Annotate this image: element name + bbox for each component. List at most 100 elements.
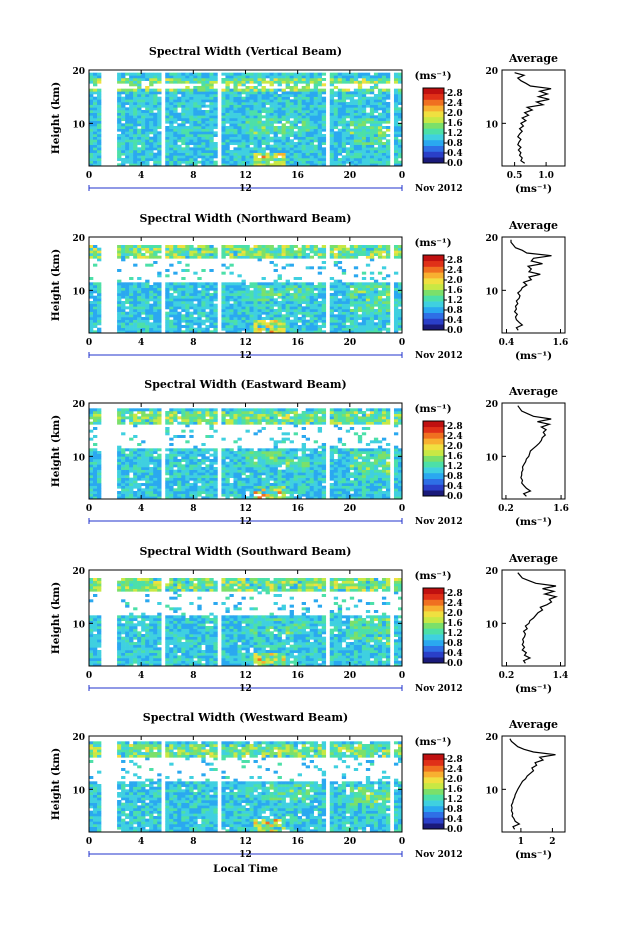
heatmap-cell xyxy=(93,413,98,417)
heatmap-cell xyxy=(189,94,194,97)
heatmap-cell xyxy=(353,147,359,151)
heatmap-cell xyxy=(93,91,98,95)
heatmap-cell xyxy=(225,293,230,296)
heatmap-cell xyxy=(269,120,274,124)
heatmap-cell xyxy=(253,150,258,153)
heatmap-cell xyxy=(153,461,158,465)
heatmap-cell xyxy=(305,134,310,137)
heatmap-cell xyxy=(321,110,327,113)
heatmap-cell xyxy=(317,160,323,164)
heatmap-cell xyxy=(361,80,367,84)
heatmap-cell xyxy=(185,453,190,457)
heatmap-cell xyxy=(121,303,126,307)
heatmap-cell xyxy=(153,290,158,294)
heatmap-cell xyxy=(281,160,286,164)
heatmap-cell xyxy=(249,99,254,103)
heatmap-cell xyxy=(317,118,323,121)
heatmap-cell xyxy=(93,255,98,259)
heatmap-cell xyxy=(141,330,146,334)
heatmap-cell xyxy=(333,104,339,108)
heatmap-cell xyxy=(189,134,194,137)
heatmap-cell xyxy=(253,432,258,436)
heatmap-cell xyxy=(137,80,142,84)
heatmap-cell xyxy=(153,72,158,76)
heatmap-cell xyxy=(221,255,226,259)
heatmap-cell xyxy=(153,126,158,129)
heatmap-cell xyxy=(317,107,323,111)
heatmap-cell xyxy=(237,319,242,323)
heatmap-cell xyxy=(221,147,226,151)
heatmap-cell xyxy=(93,325,98,328)
heatmap-cell xyxy=(181,496,186,500)
heatmap-cell xyxy=(189,131,194,135)
heatmap-cell xyxy=(197,303,202,307)
heatmap-cell xyxy=(233,163,238,167)
heatmap-cell xyxy=(97,250,102,254)
heatmap-cell xyxy=(245,158,250,161)
heatmap-cell xyxy=(141,150,146,153)
heatmap-cell xyxy=(165,317,170,320)
heatmap-cell xyxy=(193,496,198,500)
heatmap-cell xyxy=(117,99,122,103)
heatmap-cell xyxy=(89,448,94,452)
heatmap-cell xyxy=(149,453,154,457)
heatmap-cell xyxy=(237,437,242,441)
heatmap-cell xyxy=(137,411,142,414)
heatmap-cell xyxy=(257,477,262,481)
heatmap-cell xyxy=(97,139,102,143)
heatmap-cell xyxy=(357,136,363,140)
heatmap-cell xyxy=(289,325,294,328)
heatmap-cell xyxy=(273,255,278,259)
heatmap-cell xyxy=(129,152,134,156)
heatmap-cell xyxy=(141,120,146,124)
heatmap-cell xyxy=(293,322,298,326)
heatmap-cell xyxy=(253,152,258,156)
heatmap-cell xyxy=(225,469,230,473)
heatmap-cell xyxy=(237,134,242,137)
heatmap-cell xyxy=(133,419,138,422)
heatmap-cell xyxy=(313,158,319,161)
heatmap-cell xyxy=(253,413,258,417)
heatmap-cell xyxy=(221,472,226,476)
heatmap-cell xyxy=(309,78,315,81)
colorbar-tick-label: 1.6 xyxy=(447,119,463,129)
heatmap-cell xyxy=(269,110,274,113)
heatmap-cell xyxy=(117,411,122,414)
heatmap-cell xyxy=(185,411,190,414)
heatmap-cell xyxy=(361,301,367,304)
heatmap-cell xyxy=(365,99,371,103)
heatmap-cell xyxy=(93,150,98,153)
heatmap-cell xyxy=(385,118,391,121)
heatmap-cell xyxy=(341,322,347,326)
heatmap-cell xyxy=(189,298,194,302)
heatmap-cell xyxy=(97,144,102,148)
heatmap-cell xyxy=(157,274,162,278)
heatmap-cell xyxy=(377,303,383,307)
heatmap-cell xyxy=(233,293,238,296)
heatmap-cell xyxy=(129,480,134,484)
heatmap-cell xyxy=(397,253,403,256)
heatmap-cell xyxy=(393,325,399,328)
heatmap-cell xyxy=(269,306,274,310)
heatmap-cell xyxy=(193,416,198,420)
heatmap-cell xyxy=(229,255,234,259)
heatmap-cell xyxy=(393,322,399,326)
heatmap-cell xyxy=(269,325,274,328)
heatmap-cell xyxy=(281,298,286,302)
heatmap-cell xyxy=(229,319,234,323)
heatmap-cell xyxy=(297,163,302,167)
heatmap-cell xyxy=(241,493,246,497)
heatmap-cell xyxy=(165,429,170,433)
heatmap-cell xyxy=(137,469,142,473)
heatmap-cell xyxy=(377,317,383,320)
heatmap-cell xyxy=(121,91,126,95)
heatmap-cell xyxy=(221,290,226,294)
heatmap-cell xyxy=(321,290,327,294)
heatmap-cell xyxy=(197,139,202,143)
heatmap-cell xyxy=(185,408,190,412)
heatmap-cell xyxy=(277,274,282,278)
heatmap-cell xyxy=(165,301,170,304)
heatmap-cell xyxy=(281,94,286,97)
heatmap-cell xyxy=(197,94,202,97)
